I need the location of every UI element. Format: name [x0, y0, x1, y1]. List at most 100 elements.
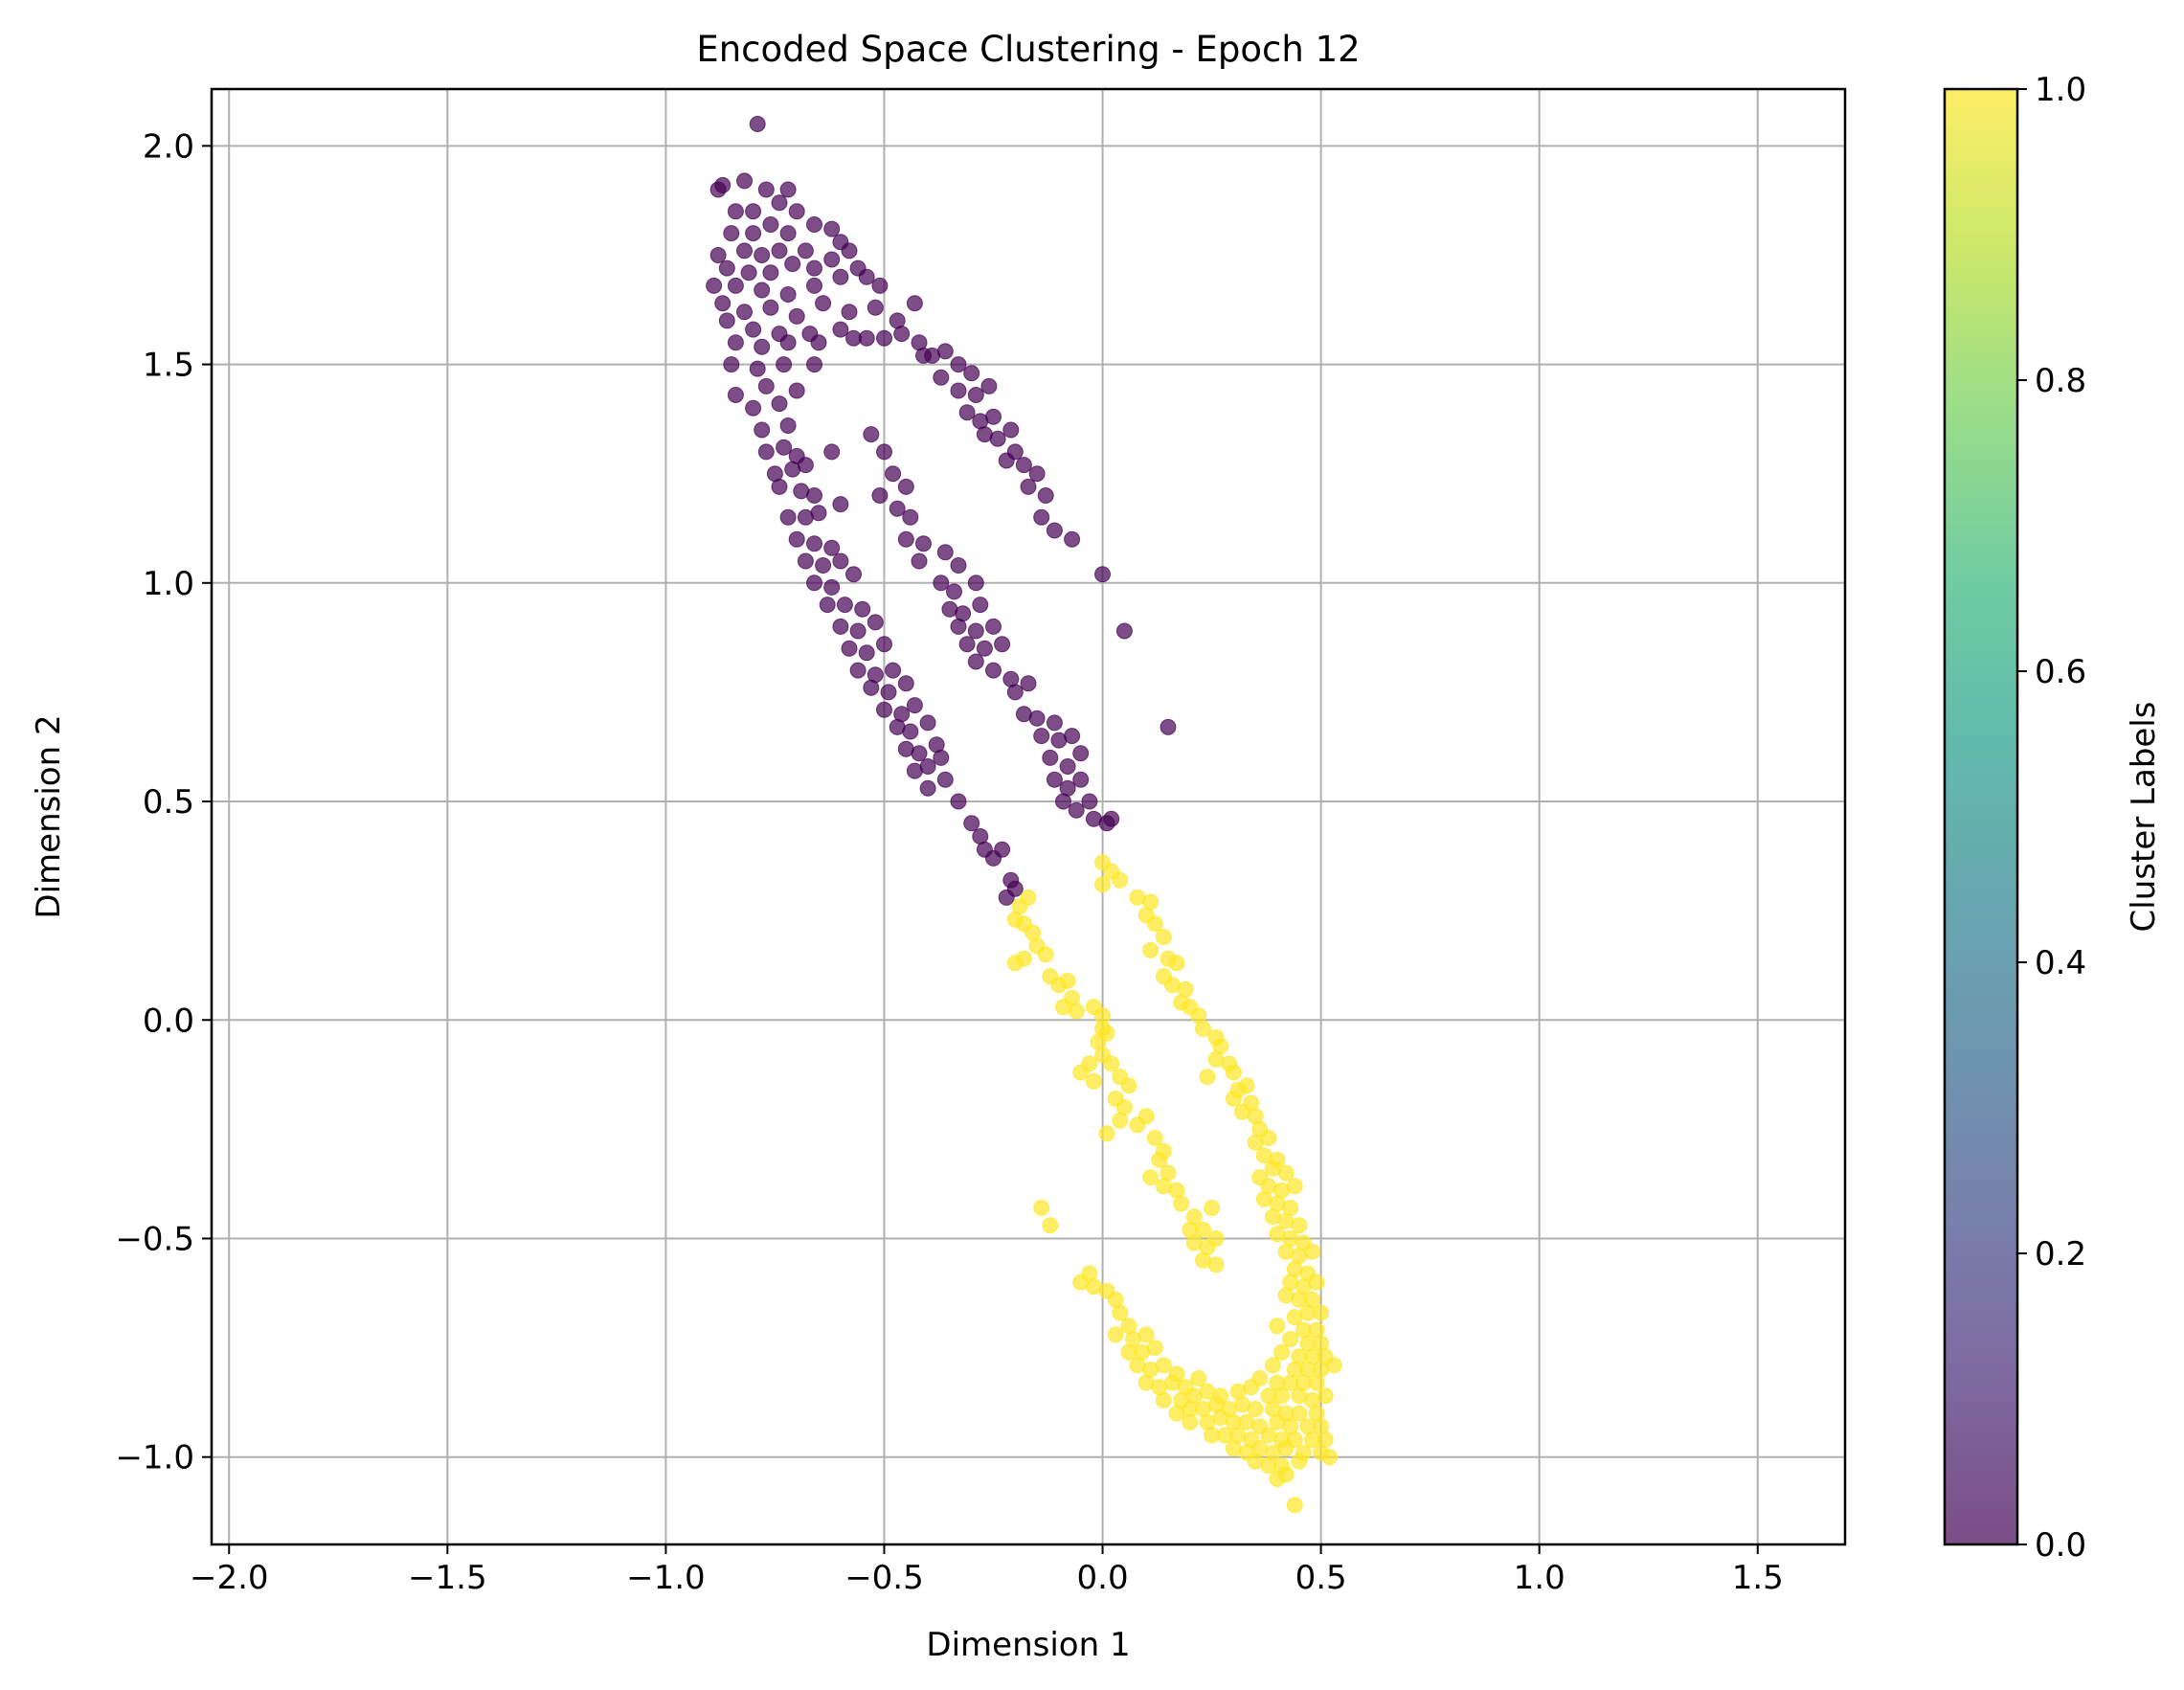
scatter-point-cluster-0 [1115, 622, 1133, 640]
scatter-point-cluster-1 [1277, 1287, 1295, 1304]
scatter-point-cluster-1 [1151, 1151, 1168, 1168]
scatter-point-cluster-0 [915, 535, 932, 552]
scatter-point-cluster-0 [745, 321, 762, 338]
scatter-point-cluster-0 [876, 701, 892, 718]
scatter-point-cluster-0 [963, 365, 980, 382]
scatter-point-cluster-0 [779, 286, 797, 303]
scatter-point-cluster-0 [989, 430, 1006, 447]
scatter-point-cluster-1 [1142, 941, 1160, 958]
scatter-point-cluster-0 [849, 622, 867, 640]
scatter-point-cluster-1 [1273, 1343, 1291, 1361]
scatter-point-cluster-0 [841, 304, 858, 321]
colorbar-frame [1943, 87, 2019, 1546]
scatter-point-cluster-1 [1037, 946, 1054, 963]
scatter-point-cluster-0 [1006, 684, 1024, 701]
scatter-point-cluster-0 [876, 636, 892, 653]
scatter-point-cluster-0 [806, 216, 822, 233]
colorbar-tick-label: 0.2 [2035, 1235, 2086, 1273]
scatter-point-cluster-0 [1064, 530, 1081, 548]
scatter-point-cluster-1 [1006, 955, 1024, 972]
scatter-point-cluster-0 [885, 662, 902, 679]
x-axis: −2.0 −1.5 −1.0 −0.5 0.0 0.5 1.0 1.5 [190, 1544, 1784, 1597]
scatter-point-cluster-0 [806, 575, 822, 592]
scatter-point-cluster-0 [967, 387, 984, 403]
scatter-point-cluster-1 [1291, 1217, 1308, 1234]
scatter-point-cluster-0 [754, 338, 771, 355]
scatter-point-cluster-1 [1173, 1195, 1190, 1212]
scatter-point-cluster-0 [867, 299, 884, 316]
scatter-point-cluster-0 [815, 295, 832, 312]
scatter-point-cluster-1 [1308, 1273, 1325, 1291]
plot-frame [210, 87, 1847, 1546]
scatter-point-cluster-0 [849, 662, 867, 679]
y-tick-label: −1.0 [115, 1439, 194, 1477]
scatter-point-cluster-1 [1199, 1069, 1216, 1086]
scatter-point-cluster-1 [1155, 1357, 1172, 1374]
scatter-point-cluster-1 [1195, 1221, 1211, 1238]
scatter-point-cluster-0 [779, 181, 797, 198]
scatter-point-cluster-0 [1020, 478, 1037, 495]
scatter-point-cluster-1 [1182, 1413, 1199, 1431]
x-tick-label: 1.0 [1514, 1559, 1565, 1597]
scatter-point-cluster-0 [779, 334, 797, 351]
scatter-point-cluster-0 [841, 242, 858, 259]
scatter-point-cluster-0 [832, 618, 849, 635]
scatter-point-cluster-0 [714, 295, 732, 312]
scatter-point-cluster-0 [897, 530, 914, 548]
scatter-point-cluster-1 [1142, 1169, 1160, 1186]
scatter-point-cluster-0 [810, 334, 827, 351]
scatter-point-cluster-0 [779, 417, 797, 434]
scatter-point-cluster-0 [902, 723, 919, 740]
scatter-point-cluster-1 [1042, 1217, 1059, 1234]
scatter-point-cluster-1 [1112, 1112, 1129, 1129]
scatter-point-cluster-0 [776, 356, 793, 373]
scatter-point-cluster-1 [1107, 1326, 1124, 1343]
colorbar: 0.0 0.2 0.4 0.6 0.8 1.0 Cluster Labels [1943, 71, 2163, 1565]
scatter-point-cluster-0 [749, 116, 766, 132]
scatter-point-cluster-0 [806, 535, 822, 552]
x-tick-label: −1.0 [626, 1559, 706, 1597]
colorbar-tick-label: 1.0 [2035, 71, 2086, 109]
scatter-point-cluster-0 [889, 500, 906, 517]
y-tick-label: −0.5 [115, 1220, 194, 1258]
scatter-point-cluster-0 [762, 216, 779, 233]
y-tick-label: 2.0 [143, 127, 194, 166]
scatter-point-cluster-0 [806, 487, 822, 504]
scatter-point-cluster-0 [845, 329, 862, 347]
scatter-point-cluster-1 [1304, 1243, 1320, 1260]
scatter-point-cluster-0 [1064, 728, 1081, 745]
scatter-point-cluster-0 [740, 264, 757, 282]
scatter-point-cluster-0 [723, 356, 740, 373]
scatter-point-cluster-0 [1028, 465, 1046, 483]
scatter-point-cluster-0 [967, 653, 984, 670]
scatter-point-cluster-1 [1291, 1453, 1308, 1470]
scatter-point-cluster-1 [1313, 1304, 1330, 1321]
scatter-point-cluster-1 [1225, 1090, 1242, 1107]
scatter-point-cluster-0 [950, 618, 967, 635]
scatter-point-cluster-0 [815, 557, 832, 574]
scatter-point-cluster-0 [871, 277, 889, 294]
scatter-point-cluster-0 [1072, 745, 1090, 762]
scatter-point-cluster-0 [727, 203, 744, 220]
y-axis-label: Dimension 2 [30, 714, 68, 918]
scatter-point-cluster-0 [854, 600, 871, 618]
scatter-point-cluster-1 [1085, 1072, 1102, 1090]
colorbar-tick-label: 0.8 [2035, 362, 2086, 400]
scatter-point-cluster-0 [779, 225, 797, 242]
x-tick-label: −0.5 [844, 1559, 924, 1597]
scatter-point-cluster-0 [950, 557, 967, 574]
scatter-point-cluster-0 [1059, 758, 1076, 775]
x-tick-label: −2.0 [190, 1559, 269, 1597]
scatter-point-cluster-0 [980, 377, 998, 394]
scatter-point-cluster-1 [1321, 1449, 1339, 1466]
scatter-point-cluster-0 [832, 552, 849, 570]
scatter-point-cluster-0 [906, 295, 923, 312]
scatter-point-cluster-0 [754, 282, 771, 299]
scatter-point-cluster-1 [1033, 1200, 1050, 1216]
scatter-point-cluster-0 [757, 443, 775, 461]
scatter-point-cluster-0 [841, 640, 858, 657]
scatter-point-cluster-1 [1260, 1130, 1277, 1146]
y-tick-label: 1.5 [143, 347, 194, 385]
scatter-point-cluster-0 [998, 452, 1015, 469]
